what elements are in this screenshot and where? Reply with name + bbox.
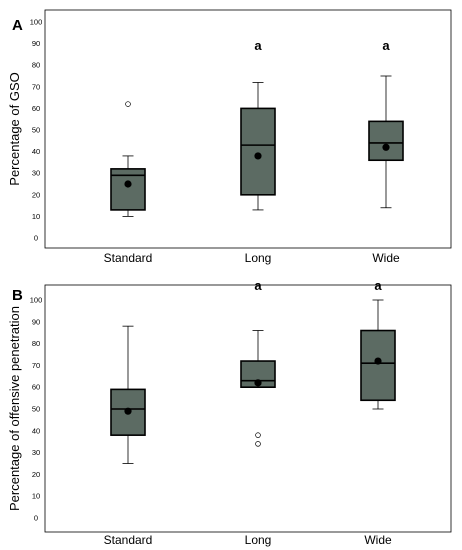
- y-tick-label: 40: [32, 147, 40, 156]
- y-tick-label: 100: [30, 296, 43, 305]
- y-tick-label: 100: [30, 18, 43, 27]
- y-tick-label: 0: [34, 234, 38, 243]
- y-axis-label: Percentage of offensive penetration: [7, 306, 22, 511]
- y-tick-label: 90: [32, 317, 40, 326]
- iqr-box: [368, 120, 404, 162]
- y-tick-label: 60: [32, 383, 40, 392]
- y-tick-label: 20: [32, 470, 40, 479]
- panel-label: B: [12, 287, 23, 304]
- outlier-point: [255, 432, 261, 438]
- y-tick-label: 70: [32, 82, 40, 91]
- y-tick-label: 10: [32, 212, 40, 221]
- iqr-box: [360, 329, 396, 402]
- y-tick-label: 50: [32, 405, 40, 414]
- category-label: Wide: [372, 251, 400, 265]
- significance-label: a: [254, 278, 262, 293]
- panel-label: A: [12, 17, 23, 34]
- y-tick-label: 70: [32, 361, 40, 370]
- plot-frame: [44, 284, 452, 533]
- mean-marker: [124, 407, 132, 415]
- y-tick-label: 10: [32, 492, 40, 501]
- category-label: Wide: [364, 533, 392, 547]
- y-tick-label: 60: [32, 104, 40, 113]
- category-label: Long: [245, 251, 272, 265]
- y-axis-label: Percentage of GSO: [7, 72, 22, 185]
- y-tick-label: 30: [32, 448, 40, 457]
- y-tick-label: 30: [32, 169, 40, 178]
- outlier-point: [255, 441, 261, 447]
- y-tick-label: 80: [32, 61, 40, 70]
- y-tick-label: 50: [32, 126, 40, 135]
- y-tick-label: 40: [32, 426, 40, 435]
- mean-marker: [124, 180, 132, 188]
- mean-marker: [254, 152, 262, 160]
- significance-label: a: [374, 278, 382, 293]
- significance-label: a: [382, 38, 390, 53]
- y-tick-label: 80: [32, 339, 40, 348]
- iqr-box: [240, 107, 276, 196]
- outlier-point: [125, 101, 131, 107]
- category-label: Standard: [104, 533, 153, 547]
- plot-frame: [44, 9, 452, 249]
- y-tick-label: 0: [34, 514, 38, 523]
- y-tick-label: 90: [32, 39, 40, 48]
- category-label: Long: [245, 533, 272, 547]
- mean-marker: [374, 357, 382, 365]
- mean-marker: [382, 143, 390, 151]
- mean-marker: [254, 379, 262, 387]
- significance-label: a: [254, 38, 262, 53]
- y-tick-label: 20: [32, 190, 40, 199]
- category-label: Standard: [104, 251, 153, 265]
